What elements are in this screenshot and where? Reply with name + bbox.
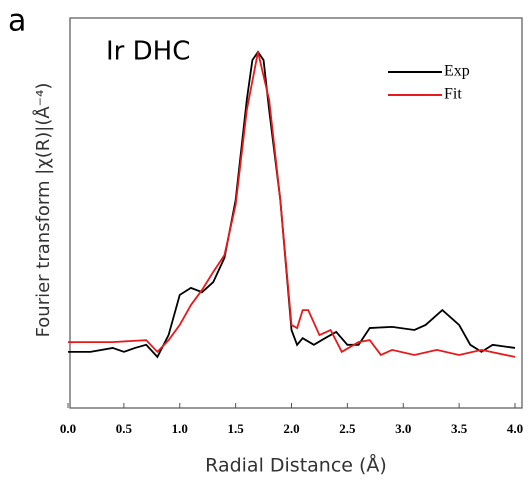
plot-frame	[69, 17, 523, 409]
x-tick-label: 0.0	[60, 421, 76, 436]
x-tick-label: 4.0	[507, 421, 523, 436]
legend-label: Exp	[444, 63, 470, 80]
x-tick-label: 3.5	[451, 421, 468, 436]
x-tick-label: 2.5	[339, 421, 356, 436]
line-series	[68, 51, 516, 358]
x-tick-label: 3.0	[395, 421, 411, 436]
legend-label: Fit	[444, 86, 462, 103]
annotation: Ir DHC	[106, 37, 190, 67]
x-tick-label: 1.5	[228, 421, 245, 436]
x-tick-label: 1.0	[172, 421, 188, 436]
panel-label: a	[8, 4, 26, 39]
x-tick-label: 2.0	[283, 421, 299, 436]
x-tick-label: 0.5	[116, 421, 133, 436]
x-axis-label: Radial Distance (Å)	[205, 454, 387, 477]
y-axis-label: Fourier transform |χ(R)|(Å⁻⁴)	[32, 83, 54, 338]
